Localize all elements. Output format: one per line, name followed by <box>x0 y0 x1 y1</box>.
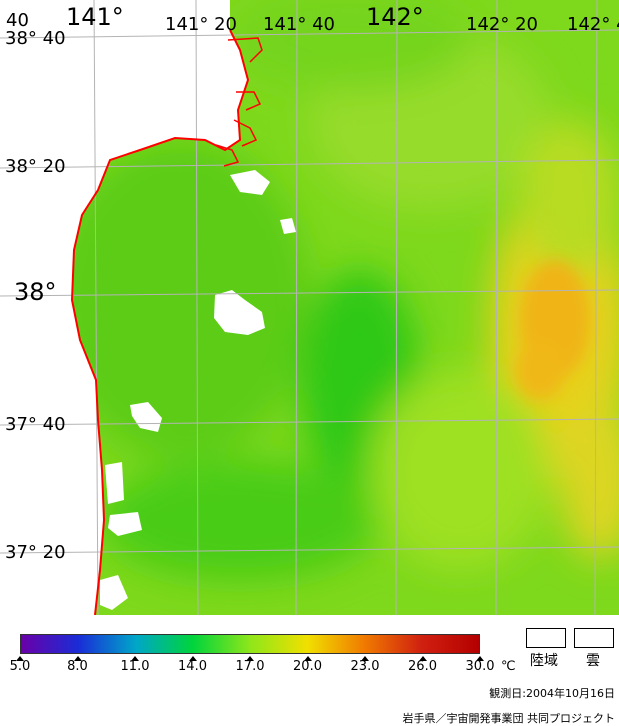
corner-label: 40 <box>6 10 29 31</box>
lat-label-37-20: 37° 20 <box>5 542 66 563</box>
cloud-legend-label: 雲 <box>586 653 600 669</box>
lon-label-142-40: 142° 4 <box>567 14 619 35</box>
coastline <box>70 29 250 615</box>
color-bar-tick <box>16 656 24 661</box>
color-bar-tick-label: 20.0 <box>293 659 322 674</box>
color-bar-tick <box>303 656 312 661</box>
color-bar-tick-label: 11.0 <box>120 659 150 674</box>
project-credit: 岩手県／宇宙開発事業団 共同プロジェクト <box>402 712 616 725</box>
color-bar-tick-label: 5.0 <box>9 659 31 674</box>
lat-label-38-20: 38° 20 <box>5 156 66 177</box>
color-bar-tick-label: 26.0 <box>408 659 437 674</box>
land-legend-swatch <box>526 628 566 648</box>
color-bar-tick-label: 30.0 <box>465 659 495 674</box>
color-bar-tick-label: 8.0 <box>67 659 88 674</box>
land-legend-label: 陸域 <box>530 653 558 669</box>
lon-label-141-40: 141° 40 <box>263 14 335 35</box>
color-bar-tick <box>418 656 427 661</box>
color-bar-tick <box>361 656 369 661</box>
color-bar-tick-label: 14.0 <box>178 659 207 674</box>
color-bar-tick <box>476 656 484 661</box>
sst-map: 141° 141° 20 141° 40 142° 142° 20 142° 4… <box>0 0 619 615</box>
cloud-patches <box>100 170 296 610</box>
lon-label-142-20: 142° 20 <box>466 14 538 35</box>
color-bar-tick <box>131 656 139 661</box>
color-bar-tick-label: 17.0 <box>235 659 265 674</box>
lon-label-141: 141° <box>66 3 124 31</box>
coastline-islands <box>215 37 263 167</box>
lat-label-38: 38° <box>14 278 57 306</box>
lat-label-38-40: 38° 40 <box>5 28 66 49</box>
color-bar-tick <box>73 656 82 661</box>
cloud-legend-swatch <box>574 628 614 648</box>
observation-date: 観測日:2004年10月16日 <box>489 687 615 700</box>
color-bar-tick <box>246 656 254 661</box>
color-bar-tick <box>188 656 197 661</box>
lon-label-141-20: 141° 20 <box>165 14 237 35</box>
sea-surface-temperature <box>72 0 619 615</box>
graticule <box>0 0 619 615</box>
color-bar-tick-label: 23.0 <box>350 659 380 674</box>
unit-label: ℃ <box>501 659 516 674</box>
lat-label-37-40: 37° 40 <box>5 414 66 435</box>
lon-label-142: 142° <box>366 3 424 31</box>
color-bar <box>20 634 480 654</box>
